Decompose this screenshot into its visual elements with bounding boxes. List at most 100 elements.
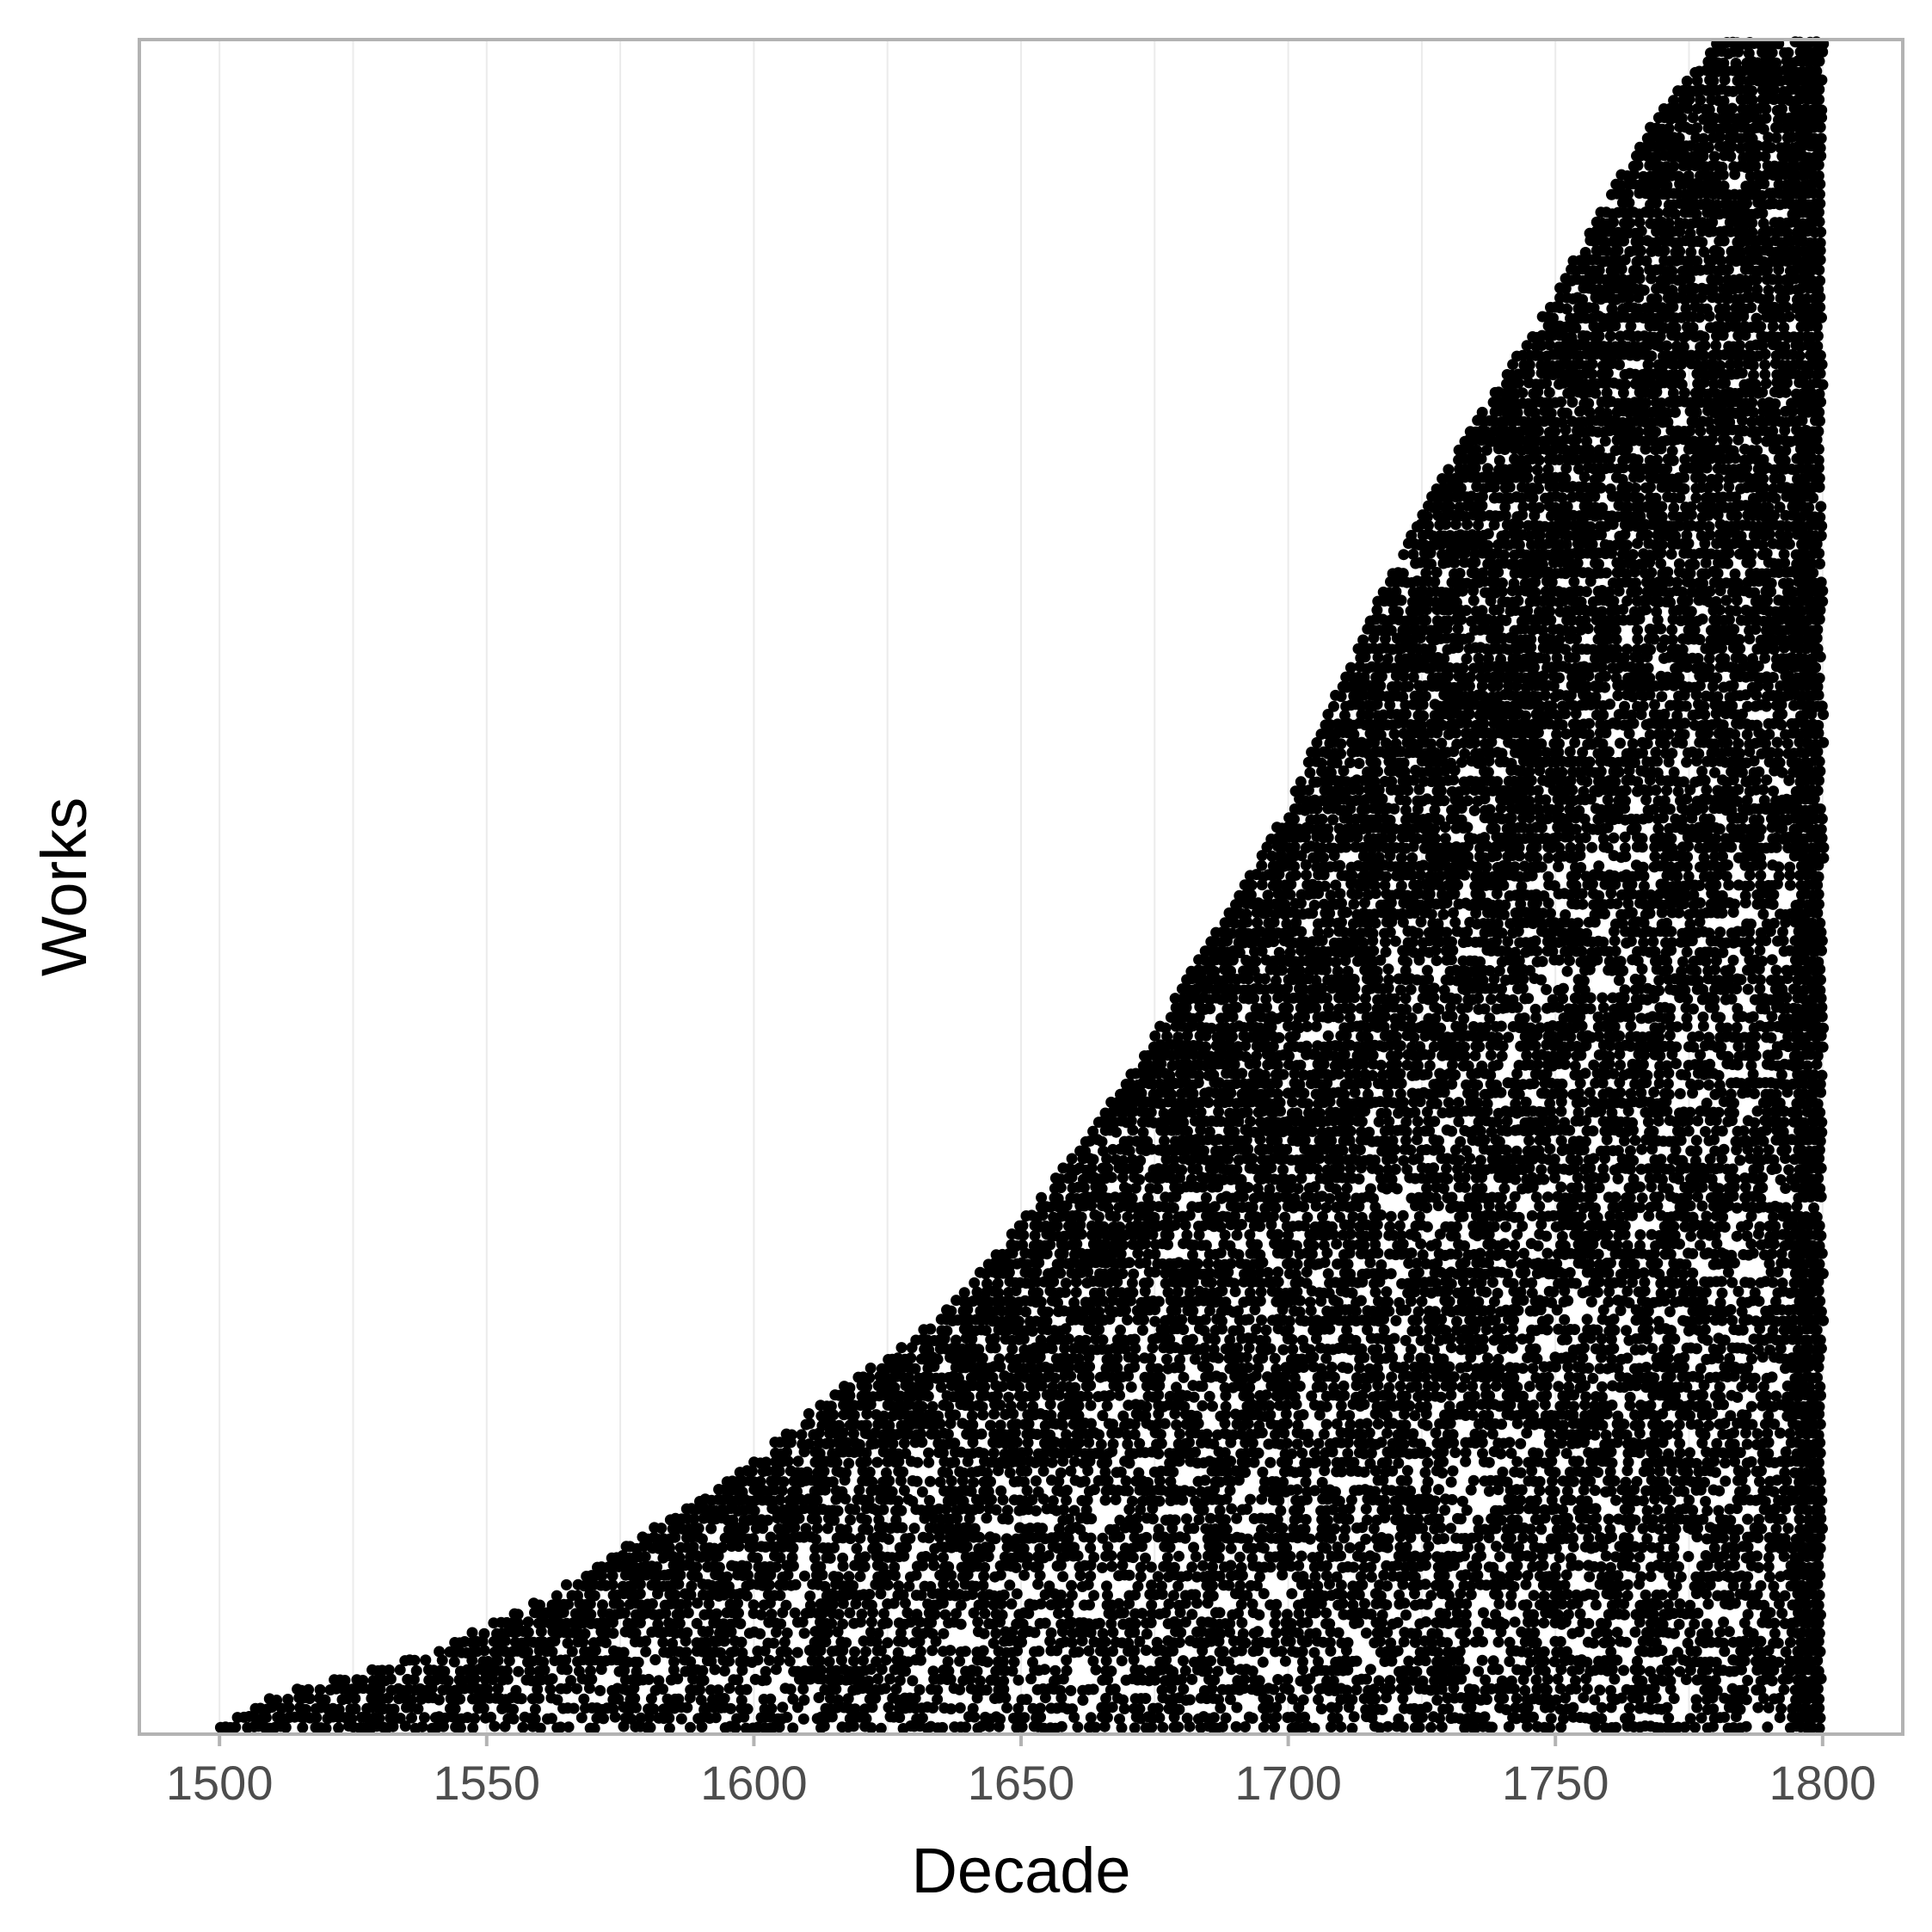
data-point (1287, 1693, 1299, 1705)
data-point (1559, 1579, 1571, 1591)
data-point (625, 1713, 637, 1725)
data-point (1684, 1713, 1696, 1725)
data-point (1606, 1400, 1618, 1411)
data-point (787, 1693, 799, 1705)
data-point (939, 1609, 951, 1621)
data-point (851, 1542, 863, 1554)
data-point (1664, 1504, 1676, 1517)
data-point (1254, 1571, 1265, 1583)
data-point (923, 1532, 935, 1544)
data-point (905, 1616, 916, 1628)
data-point (770, 1664, 782, 1676)
data-point (1382, 1533, 1394, 1545)
data-point (1443, 1579, 1455, 1591)
data-point (914, 1683, 926, 1695)
data-point (631, 1665, 643, 1677)
data-point (1584, 1571, 1596, 1583)
data-point (1476, 1429, 1488, 1441)
data-point (850, 1598, 862, 1609)
data-point (1279, 1655, 1291, 1667)
data-point (436, 1654, 448, 1666)
data-point (1711, 1684, 1723, 1696)
data-point (1413, 1721, 1425, 1733)
data-point (1102, 1674, 1114, 1686)
data-point (975, 1720, 988, 1732)
data-point (1025, 1673, 1037, 1685)
data-point (932, 1684, 944, 1696)
data-point (909, 1692, 921, 1704)
data-point (997, 1656, 1009, 1668)
data-point (1061, 1654, 1073, 1666)
data-point (1190, 1495, 1202, 1507)
data-point (1438, 1533, 1449, 1545)
data-point (824, 1552, 836, 1564)
data-point (1376, 1704, 1388, 1715)
data-point (1079, 1475, 1091, 1487)
data-point (492, 1683, 504, 1695)
data-point (1710, 1467, 1721, 1479)
data-point (1645, 1400, 1657, 1412)
data-point (1096, 1562, 1108, 1573)
data-point (1018, 1542, 1030, 1554)
data-point (1173, 1636, 1185, 1648)
data-point (1313, 1551, 1325, 1563)
data-point (1264, 1400, 1276, 1412)
data-point (1409, 1571, 1421, 1583)
data-point (1246, 1713, 1258, 1724)
data-point (513, 1665, 525, 1677)
data-point (1473, 1627, 1485, 1639)
data-point (723, 1655, 735, 1667)
data-point (926, 1645, 938, 1657)
data-point (1681, 1381, 1693, 1393)
data-point (1590, 1721, 1602, 1733)
data-point (889, 1381, 901, 1394)
data-point (1657, 1589, 1669, 1601)
data-point (300, 1703, 311, 1715)
data-point (1465, 1484, 1477, 1496)
data-point (1770, 1390, 1782, 1402)
data-point (1240, 1637, 1252, 1649)
data-point (1778, 1683, 1790, 1695)
data-point (967, 1702, 979, 1714)
data-point (1097, 1410, 1109, 1422)
data-point (1557, 1504, 1569, 1516)
data-point (1621, 1429, 1633, 1441)
data-point (1295, 1550, 1307, 1562)
data-point (1381, 1692, 1392, 1703)
data-point (773, 1655, 785, 1666)
data-point (1740, 1720, 1752, 1732)
data-point (827, 1476, 839, 1488)
data-point (1433, 1513, 1445, 1525)
data-point (1574, 1608, 1586, 1620)
data-point (1105, 1665, 1117, 1677)
data-point (1197, 1560, 1209, 1572)
data-point (1313, 1694, 1324, 1706)
data-point (1604, 1523, 1616, 1535)
data-point (1732, 1523, 1744, 1535)
data-point (1268, 1683, 1280, 1695)
data-point (836, 1486, 848, 1498)
data-point (1186, 1609, 1198, 1621)
data-point (1166, 1683, 1178, 1695)
data-point (1364, 1457, 1376, 1469)
data-point (894, 1712, 906, 1724)
data-point (791, 1646, 803, 1658)
data-point (515, 1693, 527, 1705)
data-point (1401, 1474, 1413, 1486)
data-point (1692, 1418, 1704, 1431)
data-point (630, 1627, 642, 1639)
data-point (932, 1410, 944, 1422)
data-point (685, 1589, 697, 1601)
data-point (1197, 1400, 1209, 1412)
data-point (1085, 1570, 1097, 1582)
data-point (876, 1664, 888, 1676)
data-point (1129, 1645, 1141, 1657)
data-point (1446, 1493, 1458, 1505)
data-point (1214, 1504, 1226, 1517)
data-point (1219, 1447, 1231, 1459)
data-point (978, 1627, 990, 1640)
data-point (1233, 1608, 1244, 1619)
data-point (819, 1580, 831, 1592)
data-point (1327, 1675, 1339, 1687)
data-point (1813, 1702, 1825, 1714)
